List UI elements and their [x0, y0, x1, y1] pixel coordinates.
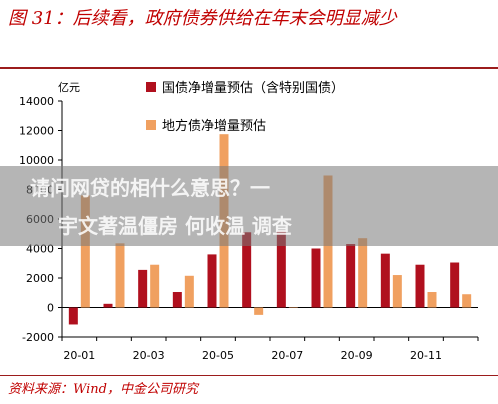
- x-tick-label: 20-03: [133, 349, 165, 362]
- bar-local-20-06: [254, 307, 264, 315]
- chart-title: 图 31：后续看，政府债券供给在年末会明显减少: [8, 8, 397, 29]
- bar-local-20-04: [184, 275, 194, 308]
- bar-local-20-02: [115, 243, 125, 308]
- bar-local-20-03: [150, 264, 160, 308]
- bar-local-20-09: [358, 238, 368, 308]
- bar-local-20-11: [427, 292, 437, 308]
- legend-label-1: 地方债净增量预估: [162, 118, 266, 134]
- chart-axes: 亿元-2000020004000600080001000012000140002…: [19, 81, 479, 362]
- bar-local-20-12: [462, 294, 472, 308]
- y-tick-label: 10000: [19, 154, 54, 167]
- y-axis-unit-label: 亿元: [58, 81, 80, 94]
- bar-treasury-20-07: [276, 230, 286, 308]
- x-tick-label: 20-01: [63, 349, 95, 362]
- overlay-text-line1: 请问网贷的相什么意思？一: [30, 176, 270, 200]
- legend-swatch-1: [146, 120, 156, 130]
- bar-treasury-20-11: [415, 264, 425, 308]
- bar-treasury-20-06: [242, 232, 252, 308]
- y-tick-label: 14000: [19, 95, 54, 108]
- source-note: 资料来源：Wind，中金公司研究: [8, 382, 198, 397]
- y-tick-label: -2000: [22, 331, 54, 344]
- overlay-text-line2: 宇文著温僵房 何收温 调查: [58, 214, 292, 238]
- chart-legend: 国债净增量预估（含特别国债） 地方债净增量预估: [146, 80, 344, 134]
- legend-label-0: 国债净增量预估（含特别国债）: [162, 80, 344, 96]
- bar-treasury-20-03: [138, 269, 148, 308]
- x-tick-label: 20-05: [202, 349, 234, 362]
- title-divider: [0, 67, 498, 69]
- y-tick-label: 2000: [26, 272, 54, 285]
- bar-treasury-20-02: [103, 303, 113, 308]
- bar-treasury-20-12: [450, 262, 460, 308]
- y-tick-label: 12000: [19, 125, 54, 138]
- footer-divider: [0, 375, 498, 376]
- bar-treasury-20-09: [346, 244, 356, 308]
- x-tick-label: 20-09: [341, 349, 373, 362]
- bar-treasury-20-10: [380, 253, 390, 308]
- bar-treasury-20-05: [207, 254, 217, 308]
- bar-treasury-20-08: [311, 248, 321, 308]
- y-tick-label: 0: [47, 302, 54, 315]
- bar-treasury-20-04: [172, 292, 182, 308]
- legend-swatch-0: [146, 82, 156, 92]
- watermark-overlay: 请问网贷的相什么意思？一 宇文著温僵房 何收温 调查: [0, 166, 498, 246]
- bar-local-20-01: [80, 195, 90, 308]
- bar-local-20-10: [392, 275, 402, 308]
- x-tick-label: 20-11: [410, 349, 442, 362]
- bar-local-20-07: [288, 307, 298, 308]
- x-tick-label: 20-07: [271, 349, 303, 362]
- bar-treasury-20-01: [68, 307, 78, 325]
